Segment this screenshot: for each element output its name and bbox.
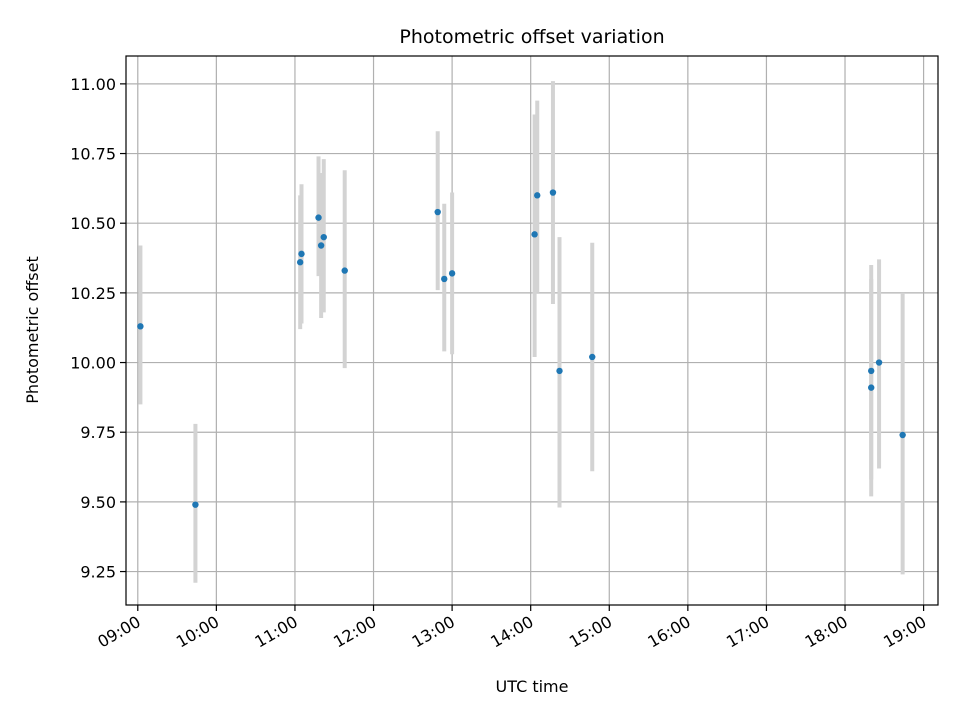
y-tick-label: 10.75 (70, 145, 116, 164)
grid-layer (126, 56, 938, 605)
data-point (320, 233, 327, 241)
data-point (556, 367, 563, 375)
data-point (531, 231, 538, 238)
y-tick-label: 10.50 (70, 214, 116, 233)
data-point (441, 275, 448, 283)
data-point (875, 359, 883, 366)
data-point (317, 242, 325, 249)
data-point (298, 250, 305, 258)
data-point (192, 501, 199, 508)
chart-title: Photometric offset variation (399, 26, 664, 48)
y-tick-label: 10.25 (70, 284, 116, 303)
y-tick-label: 10.00 (70, 354, 116, 373)
y-tick-label: 11.00 (70, 75, 116, 94)
data-point (549, 189, 557, 196)
point-layer (137, 189, 906, 508)
data-point (899, 431, 906, 439)
data-point (137, 323, 144, 330)
y-tick-label: 9.25 (80, 563, 116, 582)
y-tick-label: 9.75 (80, 423, 116, 442)
data-point (434, 208, 441, 216)
data-point (341, 267, 348, 274)
data-point (534, 192, 541, 199)
data-point (868, 367, 875, 375)
data-point (296, 259, 304, 266)
plot-frame (125, 55, 939, 606)
data-point (448, 270, 456, 277)
x-axis-label: UTC time (496, 677, 569, 696)
y-axis-label: Photometric offset (23, 256, 42, 404)
y-tick-label: 9.50 (80, 493, 116, 512)
data-point (315, 214, 322, 221)
data-point (589, 353, 596, 361)
data-point (868, 384, 875, 391)
